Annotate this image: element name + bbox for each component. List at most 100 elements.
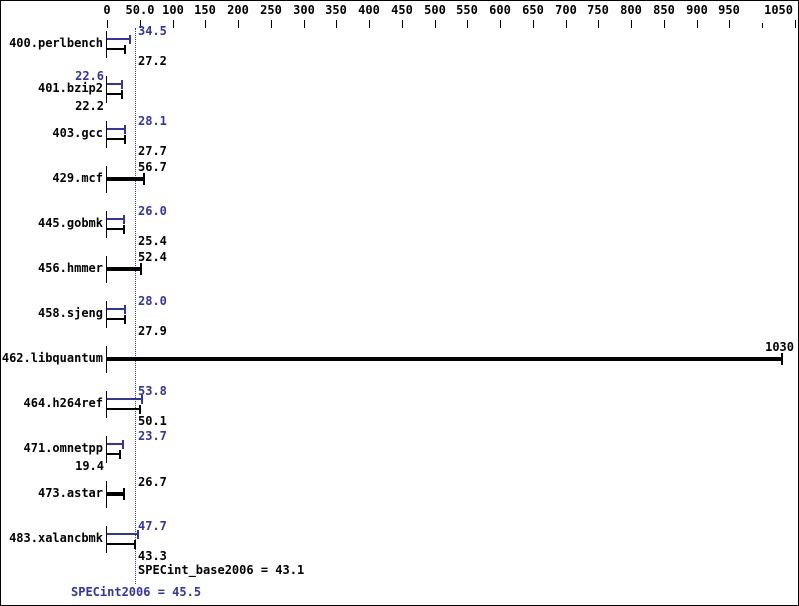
base-value-label: 27.9 [138, 324, 167, 338]
axis-tick [173, 20, 174, 28]
base-bar [107, 138, 125, 140]
axis-tick [140, 20, 141, 28]
axis-tick-label: 200 [227, 3, 249, 17]
base-bar-endcap [123, 225, 125, 234]
base-bar [107, 357, 782, 361]
axis-tick [762, 23, 763, 28]
benchmark-label: 483.xalancbmk [9, 531, 103, 545]
axis-tick [435, 20, 436, 28]
axis-tick [631, 20, 632, 28]
base-value-label: 26.7 [138, 475, 167, 489]
base-reference-line [135, 28, 136, 584]
axis-tick-label: 900 [686, 3, 708, 17]
axis-tick [238, 20, 239, 28]
row-baseline [106, 76, 107, 103]
peak-value-label: 26.0 [138, 204, 167, 218]
axis-tick [566, 20, 567, 28]
peak-bar-endcap [123, 215, 125, 224]
axis-tick-label: 50.0 [125, 3, 155, 17]
peak-bar-endcap [141, 395, 143, 404]
row-baseline [106, 436, 107, 463]
base-bar-endcap [121, 90, 123, 99]
benchmark-label: 473.astar [37, 486, 103, 500]
axis-tick-label: 800 [620, 3, 642, 17]
peak-value-label: 47.7 [138, 519, 167, 533]
base-bar [107, 267, 141, 271]
base-value-label: 25.4 [138, 234, 167, 248]
base-value-label: 1030 [765, 340, 794, 354]
axis-tick [533, 20, 534, 28]
row-baseline [106, 31, 107, 58]
axis-tick [664, 20, 665, 28]
benchmark-label: 464.h264ref [23, 396, 103, 410]
peak-bar [107, 308, 125, 310]
base-value-label: 27.2 [138, 54, 167, 68]
base-value-label: 56.7 [138, 160, 167, 174]
row-baseline [106, 121, 107, 148]
base-bar-endcap [134, 540, 136, 549]
axis-tick [107, 20, 108, 28]
axis-tick-label: 250 [260, 3, 282, 17]
axis-tick-label: 350 [325, 3, 347, 17]
row-baseline [106, 166, 107, 193]
axis-tick [500, 20, 501, 28]
peak-bar-endcap [137, 530, 139, 539]
peak-value-label: 22.6 [75, 69, 104, 83]
base-value-label: 43.3 [138, 549, 167, 563]
base-bar-endcap [124, 135, 126, 144]
base-value-label: 19.4 [75, 459, 104, 473]
peak-bar [107, 83, 122, 85]
peak-value-label: 28.0 [138, 294, 167, 308]
row-baseline [106, 391, 107, 418]
axis-tick-label: 550 [456, 3, 478, 17]
axis-tick-label: 850 [653, 3, 675, 17]
axis-tick-label: 650 [522, 3, 544, 17]
base-bar [107, 318, 125, 320]
base-bar-endcap [781, 353, 783, 365]
base-bar [107, 492, 124, 496]
peak-bar-endcap [129, 35, 131, 44]
axis-tick [304, 20, 305, 28]
peak-value-label: 23.7 [138, 429, 167, 443]
base-bar [107, 408, 140, 410]
peak-bar [107, 443, 123, 445]
base-bar-endcap [139, 405, 141, 414]
row-baseline [106, 526, 107, 553]
base-bar-endcap [119, 450, 121, 459]
peak-bar [107, 128, 125, 130]
peak-score-text: SPECint2006 = 45.5 [71, 585, 202, 599]
axis-tick [598, 20, 599, 28]
axis-tick-label: 950 [718, 3, 740, 17]
axis-tick [467, 20, 468, 28]
benchmark-label: 456.hmmer [37, 261, 103, 275]
axis-tick [729, 20, 730, 28]
base-bar-endcap [123, 488, 125, 500]
axis-tick-label: 750 [587, 3, 609, 17]
axis-tick [697, 20, 698, 28]
axis-tick-label: 450 [391, 3, 413, 17]
base-value-label: 27.7 [138, 144, 167, 158]
base-value-label: 52.4 [138, 250, 167, 264]
peak-bar-endcap [122, 440, 124, 449]
axis-tick [205, 20, 206, 28]
peak-value-label: 34.5 [138, 24, 167, 38]
peak-bar-endcap [124, 125, 126, 134]
base-bar [107, 543, 135, 545]
base-value-label: 50.1 [138, 414, 167, 428]
benchmark-label: 458.sjeng [37, 306, 103, 320]
base-bar-endcap [140, 263, 142, 275]
row-baseline [106, 301, 107, 328]
base-bar [107, 228, 124, 230]
axis-tick-label: 150 [194, 3, 216, 17]
base-bar [107, 453, 120, 455]
base-score-text: SPECint_base2006 = 43.1 [138, 563, 305, 577]
benchmark-label: 403.gcc [52, 126, 103, 140]
benchmark-label: 445.gobmk [37, 216, 103, 230]
peak-value-label: 53.8 [138, 384, 167, 398]
peak-bar [107, 38, 130, 40]
row-baseline [106, 481, 107, 508]
peak-bar [107, 398, 142, 400]
base-value-label: 22.2 [75, 99, 104, 113]
axis-tick-label: 400 [358, 3, 380, 17]
